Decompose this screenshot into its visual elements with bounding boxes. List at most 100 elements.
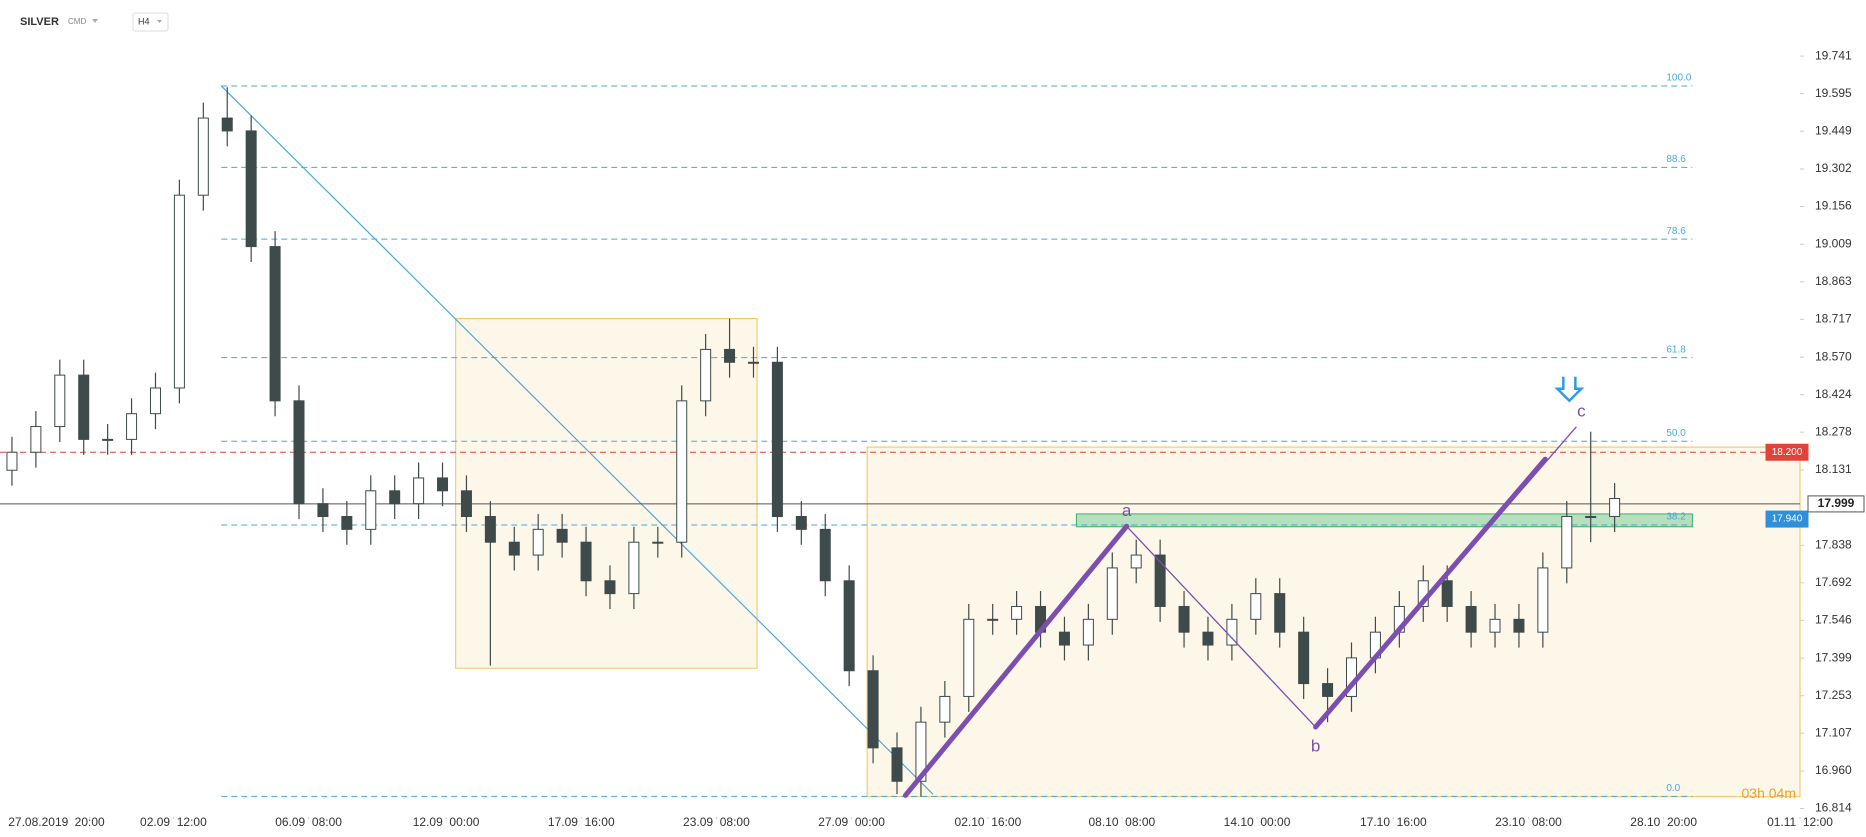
dropdown-icon[interactable]	[92, 19, 98, 23]
candle-body	[484, 516, 496, 543]
zone-box	[866, 446, 1801, 798]
market: CMD	[68, 17, 86, 26]
wave-label: c	[1577, 401, 1586, 420]
x-tick-label: 23.09 08:00	[683, 815, 750, 829]
dropdown-icon[interactable]	[157, 20, 162, 23]
candle-body	[1441, 580, 1453, 607]
fib-label: 50.0	[1666, 428, 1686, 439]
candle-body	[389, 490, 401, 505]
candle-body	[1322, 683, 1334, 697]
wave-label: a	[1122, 501, 1132, 520]
x-tick-label: 08.10 08:00	[1088, 815, 1155, 829]
candle-body	[891, 747, 903, 782]
x-tick-label: 14.10 00:00	[1224, 815, 1291, 829]
y-tick-label: 19.595	[1815, 86, 1852, 100]
candle-body	[1465, 605, 1477, 633]
fib-label: 38.2	[1666, 512, 1686, 523]
candle-body	[724, 348, 736, 363]
impulse-line	[902, 523, 1130, 798]
candle-body	[1489, 618, 1501, 633]
candle-body	[269, 246, 281, 402]
candle-body	[508, 541, 520, 556]
price-badge-label: 17.940	[1772, 514, 1803, 525]
interval-button[interactable]	[132, 12, 169, 32]
candle-body	[221, 117, 233, 132]
x-tick-label: 28.10 20:00	[1630, 815, 1697, 829]
y-tick-label: 18.278	[1815, 424, 1852, 438]
candle-body	[293, 400, 305, 505]
candle-body	[963, 618, 975, 697]
x-tick-label: 23.10 08:00	[1495, 815, 1562, 829]
candle-body	[341, 516, 353, 530]
y-tick-label: 18.570	[1815, 349, 1852, 363]
candle-body	[1561, 516, 1573, 569]
y-tick-label: 19.449	[1815, 123, 1852, 137]
fib-label: 61.8	[1666, 344, 1686, 355]
x-tick-label: 17.10 16:00	[1360, 815, 1427, 829]
y-tick-label: 16.814	[1815, 801, 1852, 815]
y-tick-label: 17.546	[1815, 613, 1852, 627]
candle-body	[1537, 567, 1549, 633]
fib-label: 88.6	[1666, 154, 1686, 165]
y-tick-label: 17.692	[1815, 575, 1852, 589]
y-tick-label: 19.741	[1815, 48, 1852, 62]
y-tick-label: 16.960	[1815, 763, 1852, 777]
candle-body	[173, 194, 185, 389]
candle-body	[102, 438, 114, 441]
x-tick-label: 12.09 00:00	[413, 815, 480, 829]
candle-body	[78, 374, 90, 440]
price-badge	[1765, 510, 1809, 528]
candle-body	[197, 117, 209, 196]
candle-body	[939, 695, 951, 723]
signal-arrow	[1554, 376, 1585, 403]
candle-body	[1298, 631, 1310, 685]
interval[interactable]: H4	[138, 16, 150, 26]
candle-body	[30, 426, 42, 453]
candle-body	[867, 670, 879, 749]
y-tick-label: 18.717	[1815, 312, 1852, 326]
candle-body	[652, 541, 664, 544]
candle-body	[365, 490, 377, 530]
candle-body	[460, 490, 472, 518]
candle-body	[1082, 618, 1094, 646]
candle-body	[413, 477, 425, 505]
candle-body	[1513, 618, 1525, 633]
candle-body	[604, 580, 616, 595]
candle-body	[54, 374, 66, 428]
price-badge-label: 18.200	[1772, 447, 1803, 458]
candle-body	[149, 387, 161, 415]
candle-body	[6, 451, 18, 471]
candle-body	[1609, 498, 1621, 518]
y-tick-label: 19.009	[1815, 236, 1852, 250]
x-tick-label: 06.09 08:00	[275, 815, 342, 829]
candle-body	[747, 361, 759, 364]
candle-body	[1130, 554, 1142, 569]
candle-body	[1274, 593, 1286, 633]
candle-body	[819, 528, 831, 582]
candle-body	[915, 721, 927, 782]
x-tick-label: 20:00	[75, 815, 105, 829]
candle-body	[245, 130, 257, 248]
zone-box	[1075, 513, 1693, 528]
fib-label: 78.6	[1666, 226, 1686, 237]
candle-body	[1178, 605, 1190, 633]
zone-box	[455, 318, 758, 669]
candle-body	[771, 361, 783, 518]
impulse-line	[1313, 456, 1548, 730]
candle-body	[628, 541, 640, 595]
y-tick-label: 18.863	[1815, 274, 1852, 288]
price-badge	[1807, 495, 1865, 513]
candle-body	[1106, 567, 1118, 620]
y-tick-label: 17.253	[1815, 688, 1852, 702]
candle-body	[580, 541, 592, 582]
x-tick-label: 17.09 16:00	[548, 815, 615, 829]
candle-body	[532, 528, 544, 556]
x-tick-label: 27.08.2019	[8, 815, 68, 829]
fib-label: 0.0	[1666, 783, 1680, 794]
symbol[interactable]: SILVER	[20, 16, 59, 28]
x-tick-label: 02.10 16:00	[955, 815, 1022, 829]
candle-body	[987, 618, 999, 621]
candle-body	[317, 503, 329, 518]
